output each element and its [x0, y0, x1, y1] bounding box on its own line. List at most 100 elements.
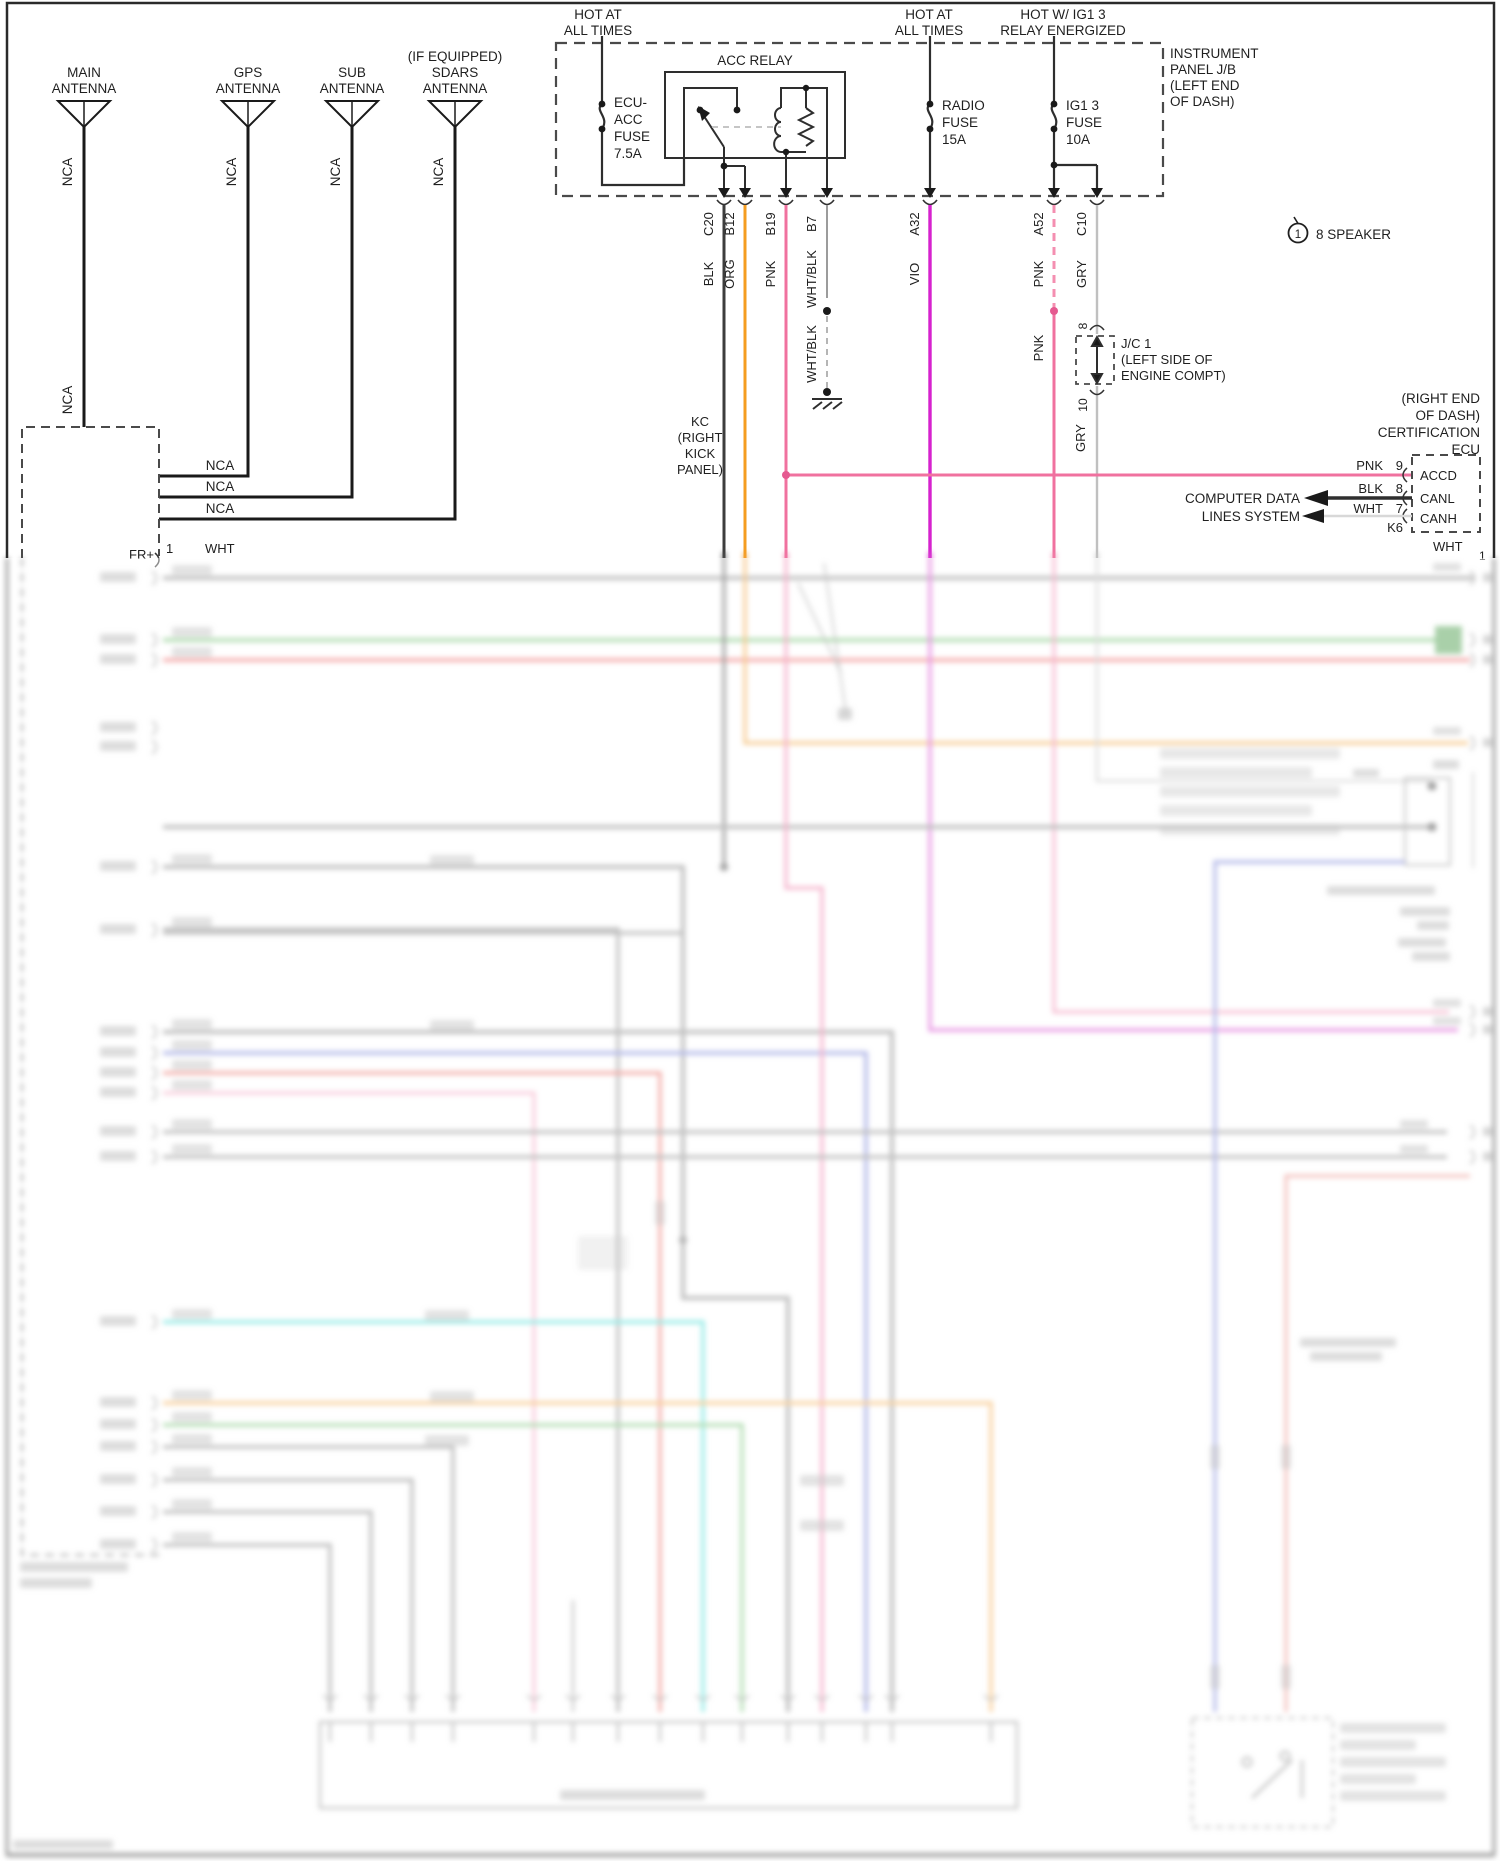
connector-arc — [1469, 1149, 1476, 1165]
svg-text:8: 8 — [1076, 322, 1090, 329]
blurred-text-blob — [172, 1434, 212, 1444]
connector-arc — [983, 1694, 999, 1701]
connector-arc — [445, 1694, 461, 1701]
nca-label: NCA — [224, 158, 239, 187]
blurred-text-blob — [430, 1020, 474, 1031]
blurred-text-blob — [172, 1060, 212, 1070]
blurred-text-blob — [655, 1201, 665, 1225]
svg-text:WHT: WHT — [1433, 539, 1463, 554]
jc1-arcs — [1089, 324, 1105, 396]
terminal-dot — [1427, 822, 1437, 832]
junction-dot — [679, 1236, 687, 1244]
blurred-text-blob — [100, 924, 136, 934]
svg-text:PNK: PNK — [1031, 334, 1046, 361]
wire-gry-lower — [1095, 552, 1430, 783]
blurred-text-blob — [1160, 805, 1312, 816]
wire-gray-f2 — [163, 1478, 414, 1712]
svg-text:ANTENNA: ANTENNA — [423, 81, 488, 96]
blurred-text-blob — [1210, 1445, 1220, 1469]
blurred-text-blob — [100, 1026, 136, 1036]
svg-text:C10: C10 — [1074, 212, 1089, 236]
blurred-text-blob — [1300, 1338, 1396, 1347]
svg-text:PNK: PNK — [1356, 458, 1383, 473]
shield-line — [797, 582, 842, 674]
svg-text:C20: C20 — [701, 212, 716, 236]
svg-text:ANTENNA: ANTENNA — [216, 81, 281, 96]
wire-gray-f4 — [163, 1543, 332, 1712]
svg-text:HOT AT: HOT AT — [574, 7, 622, 22]
wire-orange-2 — [163, 1401, 993, 1712]
svg-text:ACC: ACC — [614, 112, 643, 127]
blurred-text-blob — [1483, 1152, 1492, 1161]
svg-text:ANTENNA: ANTENNA — [52, 81, 117, 96]
sub-antenna-label: SUB — [338, 65, 366, 80]
nca-label: NCA — [431, 158, 446, 187]
blurred-text-blob — [172, 1309, 212, 1319]
bottom-connector-box — [318, 1720, 1019, 1810]
blurred-text-blob — [100, 1474, 136, 1484]
blurred-text-blob — [100, 1087, 136, 1097]
terminal-dot — [1427, 781, 1437, 791]
blurred-text-blob — [1412, 952, 1450, 961]
blurred-text-blob — [430, 855, 474, 866]
blurred-text-blob — [100, 741, 136, 751]
svg-text:1: 1 — [1295, 229, 1301, 241]
blurred-text-blob — [172, 1119, 212, 1129]
blurred-text-blob — [1281, 1445, 1291, 1469]
connector-arc — [151, 859, 158, 875]
ecu-pin-names: ACCD CANL CANH — [1420, 468, 1457, 526]
svg-text:WHT/BLK: WHT/BLK — [804, 325, 819, 383]
svg-text:CANL: CANL — [1420, 491, 1455, 506]
connector-arc — [526, 1694, 542, 1701]
svg-text:WHT: WHT — [205, 541, 235, 556]
nca-label: NCA — [328, 158, 343, 187]
connector-arc — [814, 1694, 830, 1701]
svg-text:(LEFT END: (LEFT END — [1170, 78, 1240, 93]
speaker-note: 1 8 SPEAKER — [1287, 216, 1391, 244]
main-antenna-label: MAIN — [67, 65, 101, 80]
instrument-panel-jb-box — [554, 41, 1165, 198]
switch-blade — [1251, 1759, 1293, 1799]
blurred-text-blob — [1340, 1723, 1446, 1733]
nca-label: NCA — [206, 501, 235, 516]
wire-gray-f3 — [163, 1510, 373, 1712]
svg-text:VIO: VIO — [907, 263, 922, 285]
blurred-text-blob — [100, 1441, 136, 1451]
blurred-text-blob — [1483, 1127, 1492, 1136]
svg-text:8 SPEAKER: 8 SPEAKER — [1316, 227, 1391, 242]
svg-text:(RIGHT END: (RIGHT END — [1401, 391, 1480, 406]
connector-arc — [151, 1024, 158, 1040]
blurred-text-blob — [1483, 1007, 1492, 1016]
connector-arc — [151, 570, 158, 586]
svg-text:B7: B7 — [804, 216, 819, 232]
blurred-text-blob — [100, 1397, 136, 1407]
pin-id-labels: C20 B12 B19 B7 A32 A52 C10 — [701, 212, 1089, 236]
blurred-text-blob — [425, 1435, 469, 1446]
blurred-text-blob — [100, 1419, 136, 1429]
blurred-text-blob — [1483, 635, 1492, 644]
svg-text:PANEL): PANEL) — [677, 462, 723, 477]
svg-text:ECU-: ECU- — [614, 95, 647, 110]
radio-receiver-box-top — [21, 426, 160, 558]
nca-label: NCA — [206, 479, 235, 494]
blurred-text-blob — [1340, 1791, 1446, 1801]
svg-text:SDARS: SDARS — [432, 65, 479, 80]
svg-text:WHT/BLK: WHT/BLK — [804, 250, 819, 308]
wire-pnk-b19-lower — [784, 552, 824, 1712]
connector-arc — [151, 1314, 158, 1330]
right-component-box — [1404, 777, 1451, 866]
svg-text:PANEL J/B: PANEL J/B — [1170, 62, 1236, 77]
svg-text:B12: B12 — [722, 212, 737, 235]
wire-gray-3 — [163, 1030, 894, 1712]
svg-text:INSTRUMENT: INSTRUMENT — [1170, 46, 1259, 61]
connector-arc — [652, 1694, 668, 1701]
blurred-text-blob — [172, 1019, 212, 1029]
blurred-text-blob — [1433, 563, 1461, 571]
svg-text:10A: 10A — [1066, 132, 1090, 147]
blurred-text-blob — [1210, 1665, 1220, 1689]
connector-arc — [151, 1504, 158, 1520]
wire-red-2 — [1284, 1174, 1470, 1712]
svg-text:WHT: WHT — [1353, 501, 1383, 516]
wire-arrowhead — [924, 188, 936, 198]
svg-text:OF DASH): OF DASH) — [1170, 94, 1235, 109]
